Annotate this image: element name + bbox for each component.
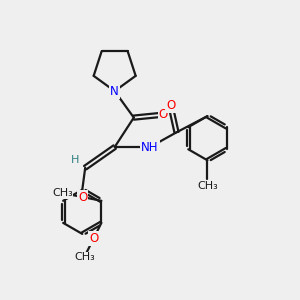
Text: O: O [78,191,87,204]
Text: O: O [89,232,98,245]
Text: H: H [71,155,79,165]
Text: CH₃: CH₃ [197,181,218,191]
Text: CH₃: CH₃ [52,188,73,198]
Text: O: O [166,99,175,112]
Text: O: O [159,108,168,121]
Text: N: N [110,85,119,98]
Text: NH: NH [141,141,159,154]
Text: CH₃: CH₃ [74,252,95,262]
